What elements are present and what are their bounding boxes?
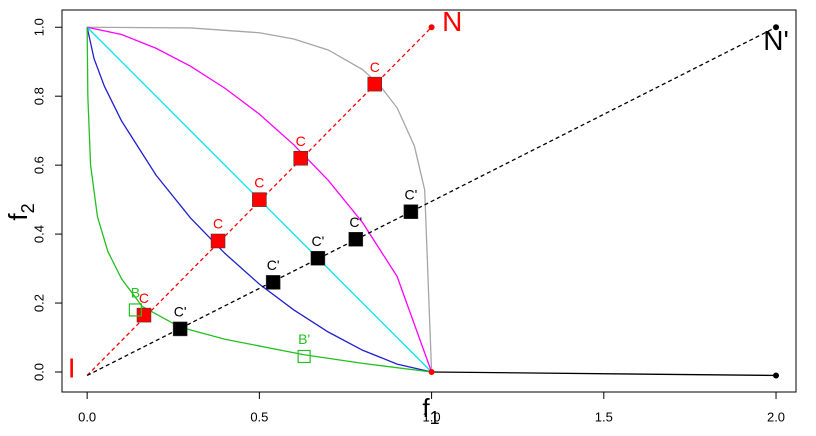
x-axis-label: f1 [422,393,439,428]
point-label: C [213,216,223,232]
filled-square [172,321,188,337]
point-label: C' [312,233,325,249]
filled-square [136,307,152,323]
x-axis-label-main: f [422,393,430,423]
y-axis-label: f2 [3,203,38,220]
filled-square [310,250,326,266]
point-label: C' [405,186,418,202]
x-axis-label-sub: 1 [430,408,440,428]
plot-frame [61,9,797,393]
y-tick-label: 0.6 [31,156,46,174]
point-label: C' [267,257,280,273]
point-label: B' [298,331,310,347]
x-tick-label: 1.5 [595,409,613,424]
annotation: I [68,353,76,384]
y-axis-label-main: f [3,213,33,221]
filled-square [403,204,419,219]
open-square [128,303,142,317]
series-line [431,371,777,377]
x-tick-label: 1.0 [423,409,441,424]
filled-square [367,76,383,92]
end-dot [428,24,435,31]
point-label: C [139,290,149,306]
point-label: C [254,174,264,190]
end-dot [773,372,780,379]
series-line [86,27,432,373]
y-axis-label-sub: 2 [18,203,38,213]
end-dot [428,369,435,376]
y-tick-label: 0.2 [31,294,46,312]
open-square [297,349,311,364]
point-label: C [296,133,306,149]
series-line [86,27,432,373]
point-label: C [370,59,380,75]
point-label: B [131,285,140,301]
x-tick-label: 0.5 [250,409,268,424]
filled-square [348,232,364,247]
series-line [86,26,777,377]
filled-square [252,192,267,207]
y-tick-label: 1.0 [31,18,46,36]
y-tick-label: 0.4 [31,225,46,243]
end-dot [773,24,780,31]
x-tick-label: 0.0 [78,409,96,424]
series-line [87,26,433,373]
point-label: C' [349,214,362,230]
series-line [87,26,433,373]
annotation: N [442,6,462,37]
point-label: C' [174,304,187,320]
y-tick-label: 0.0 [31,363,46,381]
annotation: N' [763,25,789,56]
x-tick-label: 2.0 [767,409,785,424]
filled-square [210,233,226,249]
filled-square [293,150,308,166]
y-tick-label: 0.8 [31,87,46,105]
filled-square [265,275,281,290]
